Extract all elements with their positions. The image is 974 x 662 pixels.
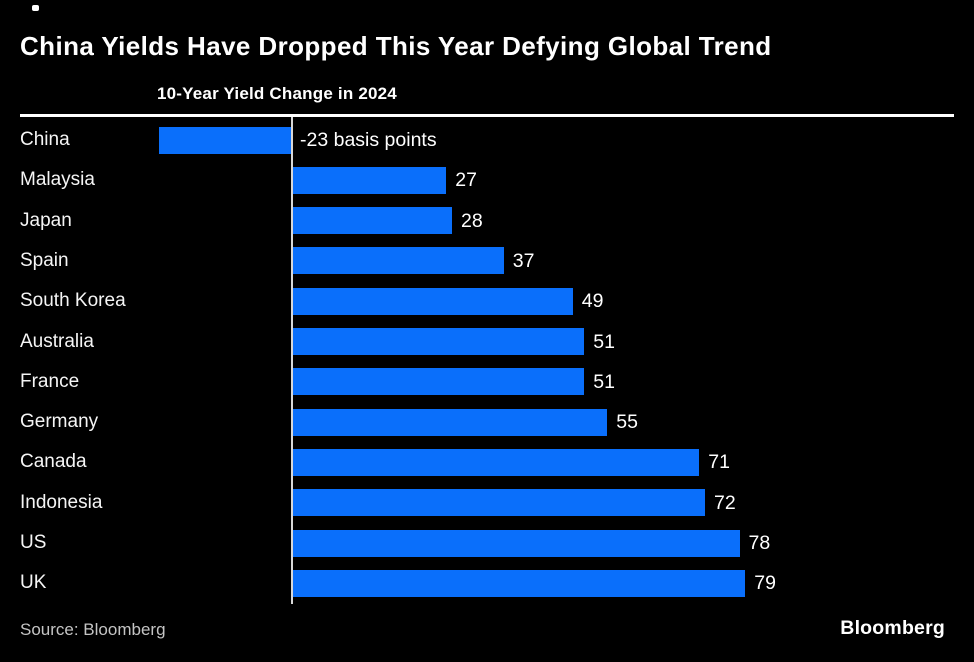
value-label: 37	[512, 249, 535, 272]
chart-row: Spain 37	[0, 241, 974, 281]
chart-subtitle: 10-Year Yield Change in 2024	[157, 84, 397, 103]
chart-row: Malaysia 27	[0, 160, 974, 200]
value-label: 78	[748, 532, 771, 554]
header-rule	[20, 114, 954, 117]
category-label: Malaysia	[20, 169, 95, 191]
category-label: France	[20, 370, 80, 392]
bar	[291, 408, 608, 436]
value-label: 72	[714, 491, 736, 514]
bar	[291, 247, 504, 275]
chart-row: China -23 basis points	[0, 120, 974, 160]
value-label: 27	[455, 169, 477, 192]
value-label: 71	[708, 451, 730, 474]
chart-title: China Yields Have Dropped This Year Defy…	[20, 31, 772, 61]
bloomberg-logo: Bloomberg	[840, 617, 945, 639]
source-note: Source: Bloomberg	[20, 620, 166, 639]
category-label: Indonesia	[20, 491, 103, 513]
chart-row: Australia 51	[0, 322, 974, 362]
value-label: 51	[593, 370, 615, 393]
bar	[291, 569, 746, 597]
bar	[291, 287, 573, 315]
bar	[291, 529, 740, 557]
artifact-speck	[32, 5, 39, 11]
category-label: UK	[20, 572, 47, 594]
category-label: Japan	[20, 209, 72, 231]
value-label: 79	[754, 572, 776, 595]
bar	[291, 166, 447, 194]
chart-row: UK 79	[0, 563, 974, 603]
value-label: 28	[461, 209, 483, 232]
chart-row: Canada 71	[0, 442, 974, 482]
chart-row: South Korea 49	[0, 281, 974, 321]
category-label: Canada	[20, 451, 87, 473]
bar	[291, 489, 705, 517]
zero-baseline-axis	[291, 117, 293, 604]
chart-row: US 78	[0, 523, 974, 563]
value-label: 49	[581, 290, 604, 313]
bar	[291, 368, 585, 396]
bar	[291, 328, 585, 356]
category-label: South Korea	[20, 290, 126, 312]
value-label: 51	[593, 330, 615, 353]
chart-row: Japan 28	[0, 201, 974, 241]
plot-area: China -23 basis points Malaysia 27 Japan 28 Sp…	[0, 117, 974, 606]
chart-row: Indonesia 72	[0, 483, 974, 523]
category-label: US	[20, 532, 47, 553]
value-label: 55	[616, 411, 638, 434]
value-label: -23 basis points	[300, 129, 437, 151]
category-label: Spain	[20, 249, 69, 271]
chart-row: Germany 55	[0, 402, 974, 442]
category-label: Germany	[20, 411, 99, 433]
category-label: Australia	[20, 330, 94, 352]
bar	[158, 126, 291, 154]
category-label: China	[20, 129, 70, 150]
bar	[291, 207, 452, 235]
bar	[291, 448, 700, 476]
chart-row: France 51	[0, 362, 974, 402]
